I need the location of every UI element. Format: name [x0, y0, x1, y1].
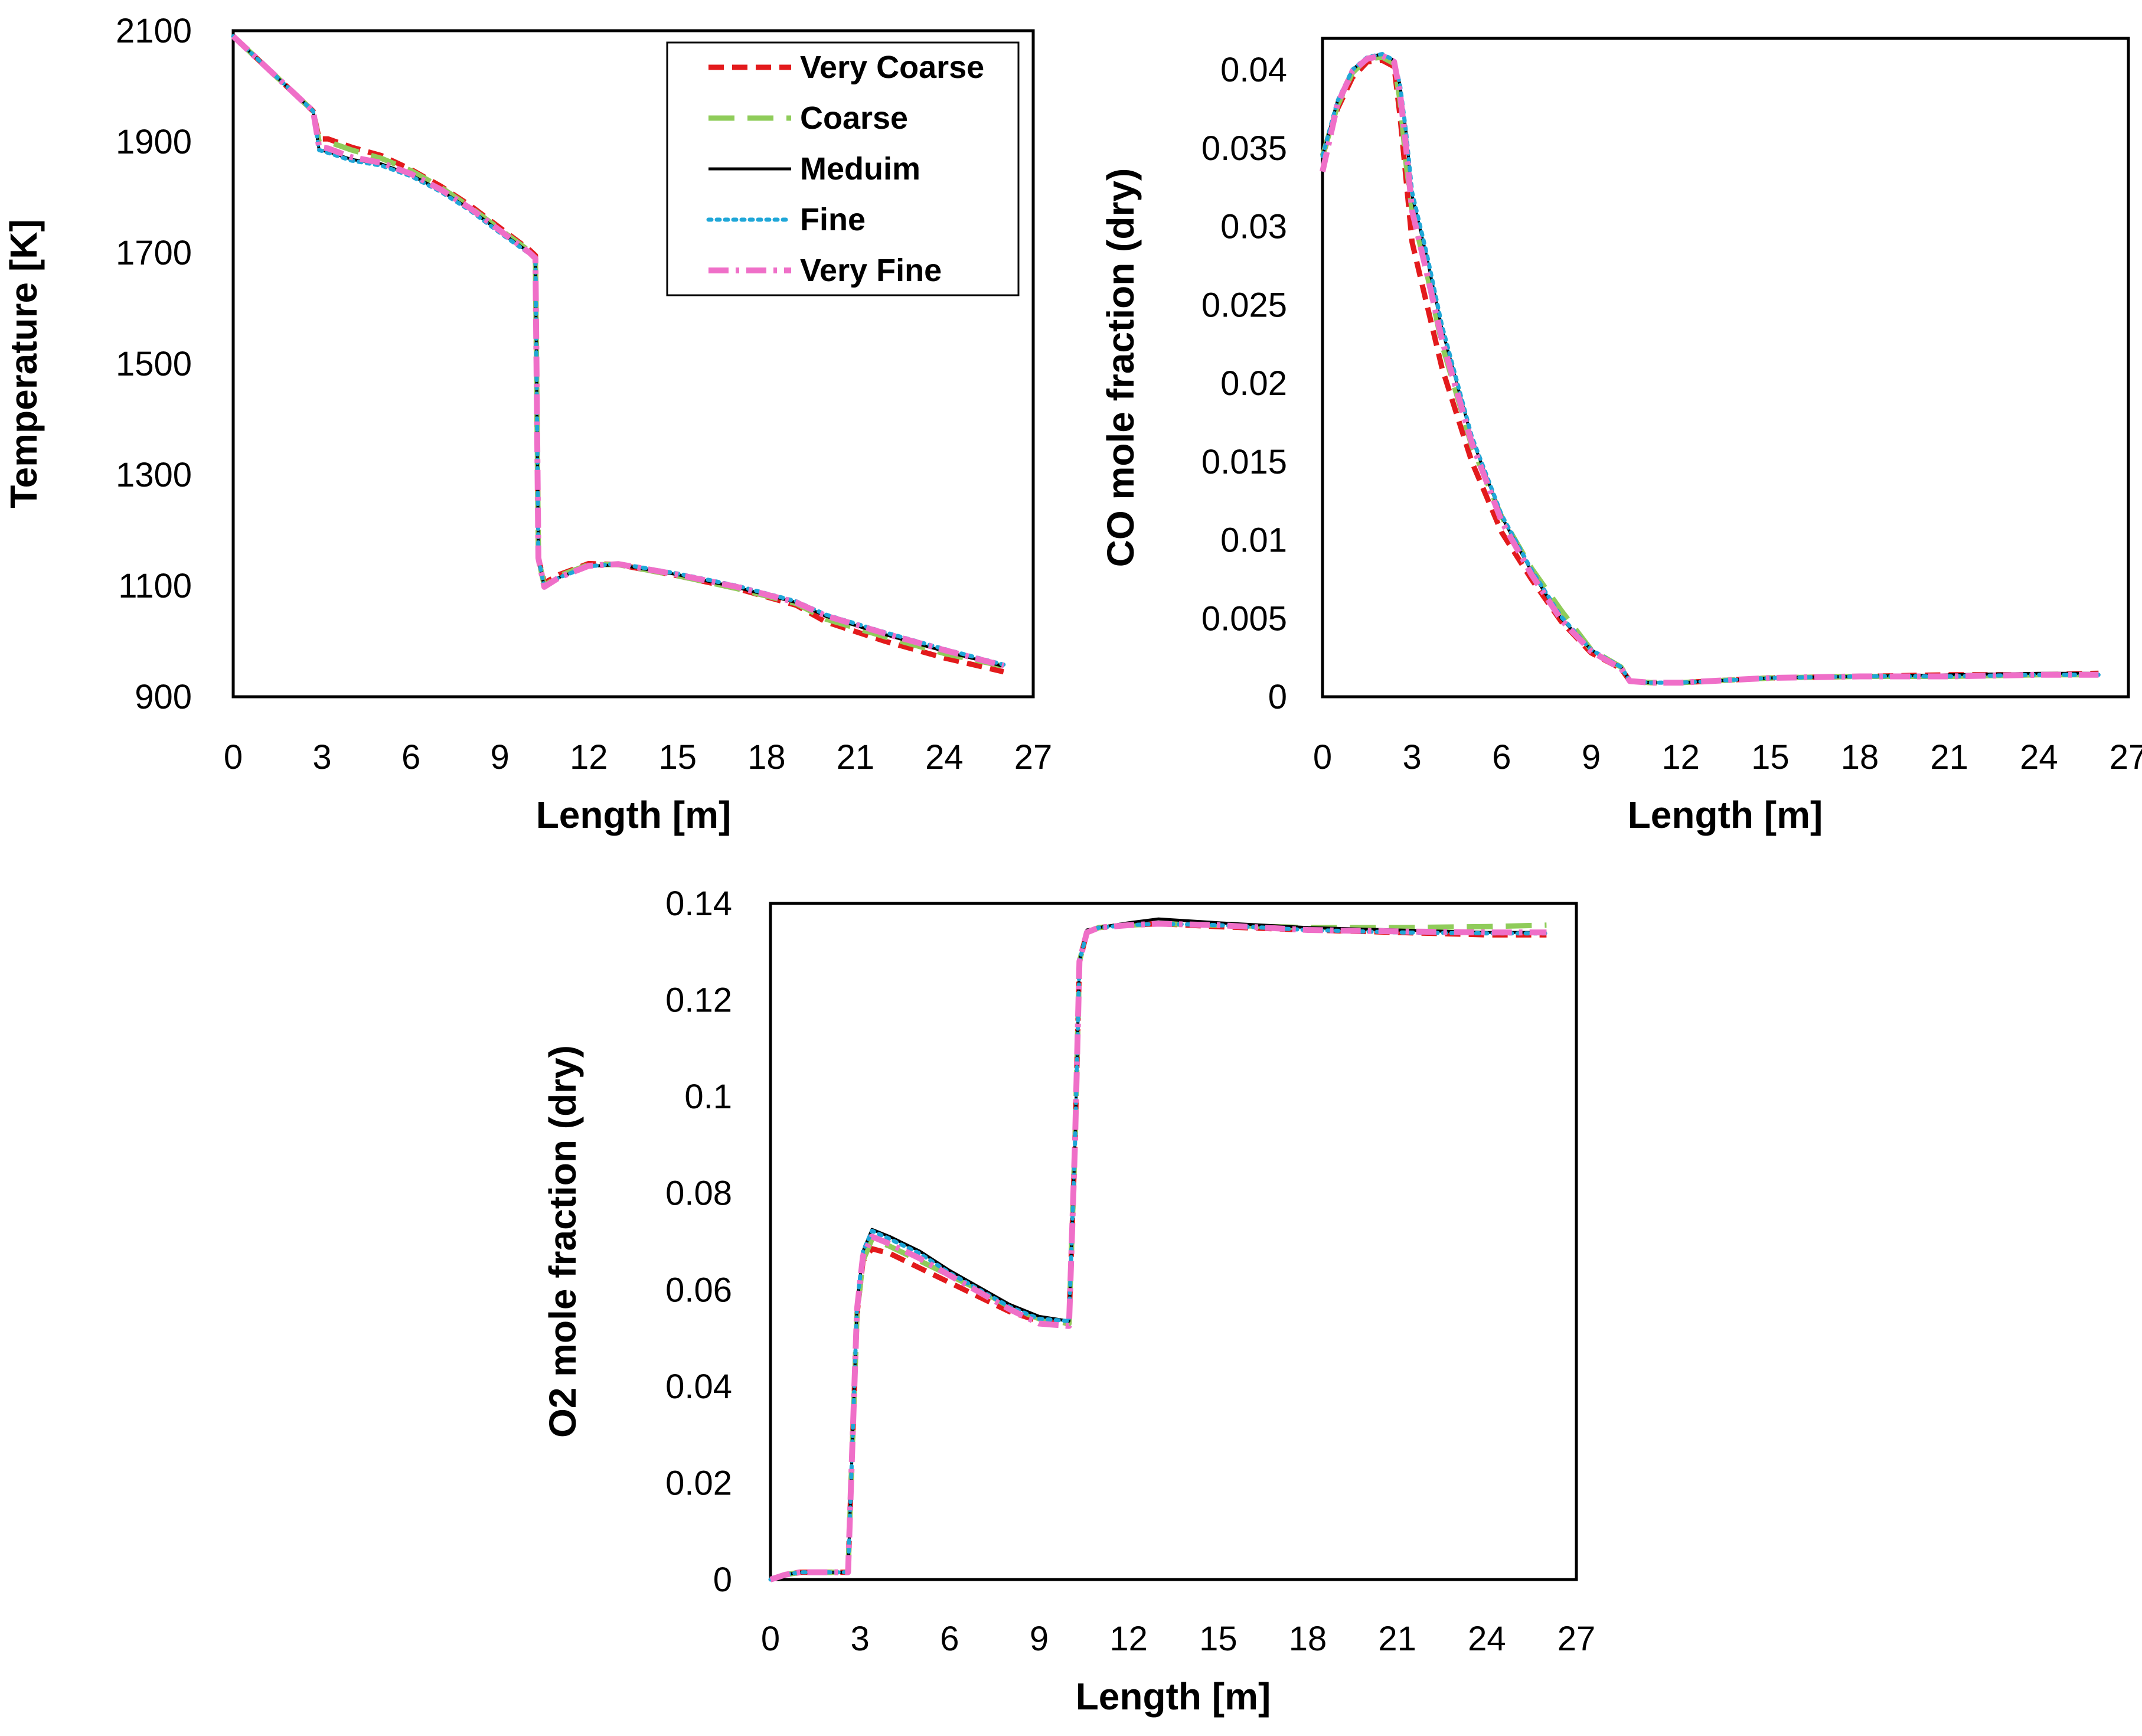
co-series-coarse	[1320, 54, 2099, 686]
co-y-tick-label: 0.02	[1220, 364, 1287, 403]
co-x-tick-label: 15	[1751, 738, 1790, 776]
co-y-axis-label: CO mole fraction (dry)	[1099, 168, 1142, 567]
temperature-y-tick-label: 1100	[118, 567, 192, 605]
o2-y-tick-label: 0.14	[665, 885, 732, 923]
co-x-tick-label: 9	[1582, 738, 1601, 776]
legend: Very Coarse Coarse Meduim Fine Very Fine	[666, 41, 1020, 296]
temperature-x-tick-label: 3	[312, 738, 331, 776]
co-x-tick-label: 12	[1661, 738, 1700, 776]
o2-x-axis-label: Length [m]	[1076, 1675, 1271, 1718]
temperature-y-tick-label: 1700	[116, 234, 192, 272]
o2-series-very-fine	[769, 921, 1547, 1582]
o2-y-tick-label: 0	[713, 1561, 732, 1599]
temperature-x-tick-label: 0	[224, 738, 243, 776]
temperature-x-tick-label: 9	[491, 738, 510, 776]
o2-plot-frame	[769, 902, 1578, 1581]
o2-y-tick-label: 0.02	[665, 1464, 732, 1502]
co-plot-frame	[1321, 37, 2130, 699]
legend-label: Coarse	[800, 100, 908, 136]
o2-chart: 0 3 6 9 12 15 18 21 24 27 0 0.02 0.04 0.06 0.08 0.1 0.12…	[541, 885, 1595, 1718]
co-series-fine	[1320, 52, 2101, 685]
co-y-tick-label: 0.03	[1220, 208, 1287, 246]
temperature-x-tick-label: 24	[925, 738, 964, 776]
o2-x-tick-label: 24	[1468, 1620, 1506, 1658]
co-x-tick-label: 27	[2110, 738, 2142, 776]
co-y-tick-label: 0.04	[1220, 51, 1287, 89]
co-y-tick-label: 0	[1268, 678, 1287, 716]
co-x-tick-label: 6	[1492, 738, 1511, 776]
temperature-y-tick-label: 900	[135, 678, 192, 716]
co-y-tick-label: 0.015	[1201, 443, 1287, 481]
o2-y-tick-label: 0.04	[665, 1368, 732, 1406]
co-x-tick-label: 18	[1841, 738, 1879, 776]
o2-y-tick-label: 0.12	[665, 981, 732, 1020]
o2-x-tick-label: 27	[1557, 1620, 1596, 1658]
o2-series-meduim	[770, 917, 1547, 1581]
legend-label: Fine	[800, 202, 866, 237]
temperature-y-tick-label: 2100	[116, 12, 192, 50]
co-y-tick-label: 0.01	[1220, 521, 1287, 560]
o2-series-very-coarse	[769, 921, 1547, 1582]
temperature-x-axis-label: Length [m]	[536, 794, 732, 836]
legend-label: Meduim	[800, 151, 920, 187]
o2-series-coarse	[769, 921, 1547, 1582]
o2-x-tick-label: 12	[1109, 1620, 1148, 1658]
co-series-very-fine	[1320, 53, 2099, 686]
temperature-x-tick-label: 27	[1014, 738, 1053, 776]
temperature-x-tick-label: 21	[837, 738, 875, 776]
co-y-tick-label: 0.035	[1201, 129, 1287, 168]
co-x-tick-label: 21	[1930, 738, 1968, 776]
o2-y-tick-label: 0.08	[665, 1174, 732, 1213]
co-series-meduim	[1321, 53, 2099, 684]
o2-x-tick-label: 3	[851, 1620, 870, 1658]
co-series-very-coarse	[1320, 57, 2099, 686]
o2-x-tick-label: 9	[1030, 1620, 1049, 1658]
o2-x-tick-label: 15	[1199, 1620, 1237, 1658]
o2-y-tick-label: 0.06	[665, 1271, 732, 1309]
co-y-tick-label: 0.005	[1201, 599, 1287, 638]
temperature-x-tick-label: 18	[747, 738, 786, 776]
temperature-plot-frame	[231, 29, 1035, 699]
co-chart: 0 3 6 9 12 15 18 21 24 27 0 0.005 0.01 0.015 0.02 0.025…	[1099, 37, 2142, 836]
temperature-x-tick-label: 15	[659, 738, 697, 776]
temperature-series-very-fine	[231, 34, 1005, 669]
co-x-tick-label: 0	[1313, 738, 1332, 776]
temperature-y-tick-label: 1500	[116, 345, 192, 383]
temperature-x-tick-label: 12	[570, 738, 608, 776]
temperature-chart: 0 3 6 9 12 15 18 21 24 27 900 1100 1300 1500 1700 1900 2…	[2, 12, 1052, 836]
o2-x-tick-label: 18	[1289, 1620, 1327, 1658]
legend-label: Very Coarse	[800, 50, 984, 85]
co-x-tick-label: 24	[2020, 738, 2058, 776]
temperature-x-tick-label: 6	[401, 738, 420, 776]
legend-label: Very Fine	[800, 253, 942, 288]
temperature-y-axis-label: Temperature [K]	[2, 219, 45, 508]
o2-x-tick-label: 6	[940, 1620, 959, 1658]
o2-x-tick-label: 0	[761, 1620, 780, 1658]
co-y-tick-label: 0.025	[1201, 286, 1287, 324]
o2-y-axis-label: O2 mole fraction (dry)	[541, 1045, 584, 1438]
o2-y-tick-label: 0.1	[684, 1078, 732, 1116]
o2-series-fine	[768, 921, 1549, 1582]
temperature-y-tick-label: 1900	[116, 123, 192, 161]
co-x-tick-label: 3	[1403, 738, 1422, 776]
o2-x-tick-label: 21	[1378, 1620, 1416, 1658]
temperature-y-tick-label: 1300	[116, 456, 192, 494]
co-x-axis-label: Length [m]	[1628, 794, 1823, 836]
